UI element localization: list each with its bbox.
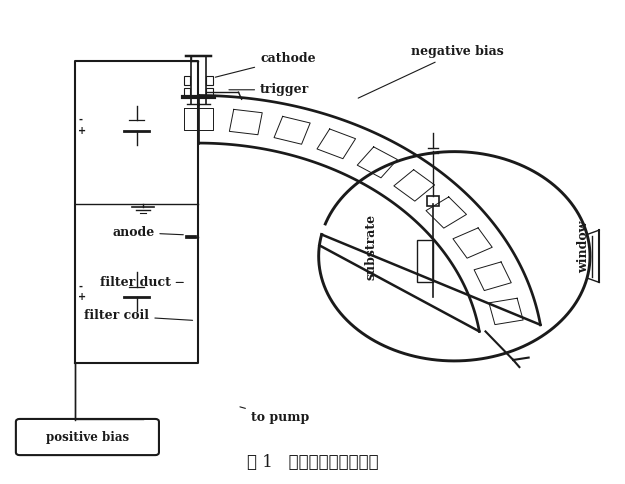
Text: positive bias: positive bias xyxy=(46,431,129,443)
Text: +: + xyxy=(78,292,86,302)
Text: -: - xyxy=(78,115,82,125)
Text: +: + xyxy=(78,126,86,136)
Text: 图 1   磁过滤器结构示意图: 图 1 磁过滤器结构示意图 xyxy=(247,454,378,471)
Text: negative bias: negative bias xyxy=(358,45,504,98)
Text: to pump: to pump xyxy=(240,407,309,424)
Bar xyxy=(206,76,213,85)
Text: filter coil: filter coil xyxy=(84,309,192,322)
Text: cathode: cathode xyxy=(215,52,316,77)
Bar xyxy=(427,196,439,206)
Text: window: window xyxy=(578,221,591,273)
Text: substrate: substrate xyxy=(364,214,378,280)
Text: -: - xyxy=(78,282,82,292)
Bar xyxy=(184,89,191,97)
Bar xyxy=(184,76,191,85)
Text: trigger: trigger xyxy=(229,83,309,96)
Text: filter duct: filter duct xyxy=(100,276,183,289)
Bar xyxy=(418,240,432,283)
Bar xyxy=(206,89,213,97)
Text: anode: anode xyxy=(112,226,183,239)
